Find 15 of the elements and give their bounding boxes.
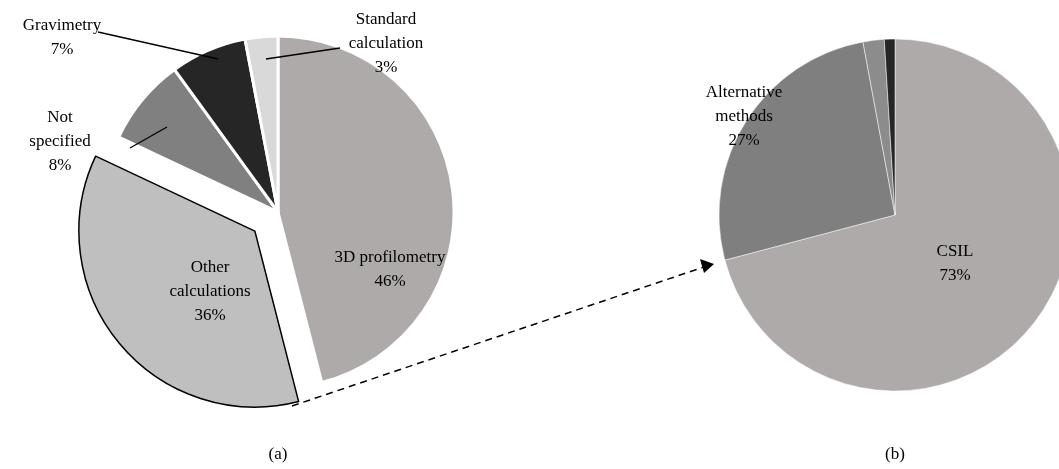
slice-label: Standard calculation: [348, 9, 424, 52]
text: (a): [268, 444, 288, 463]
data-label: 3%: [374, 57, 398, 76]
slice-label: Not specified: [29, 107, 92, 150]
data-label: 73%: [939, 265, 971, 284]
text: (b): [885, 444, 905, 463]
data-label: 46%: [374, 271, 406, 290]
slice-label: 3D profilometry: [334, 247, 446, 266]
slice-label: Other calculations: [169, 257, 251, 300]
slice-label: Alternative methods: [705, 82, 783, 125]
data-label: 36%: [194, 305, 226, 324]
data-label: 8%: [48, 155, 72, 174]
data-label: 7%: [50, 39, 74, 58]
slice-label: CSIL: [936, 241, 974, 260]
slice-label: Gravimetry: [22, 15, 102, 34]
